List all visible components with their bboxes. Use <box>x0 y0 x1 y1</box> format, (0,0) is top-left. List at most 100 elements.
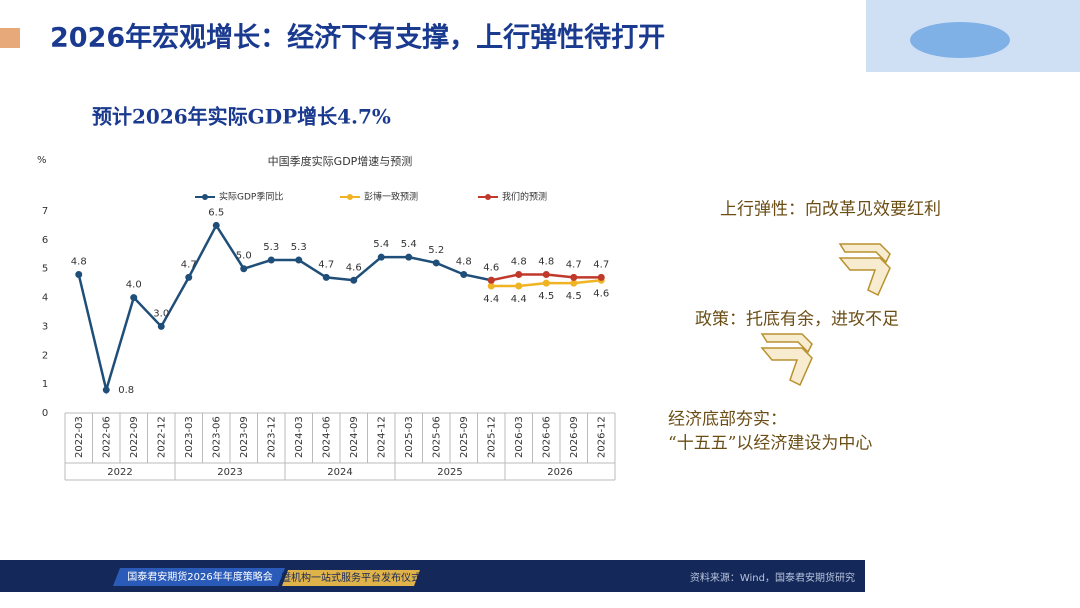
year-label: 2024 <box>327 467 352 478</box>
x-tick-label: 2022-06 <box>101 416 112 458</box>
point: 经济底部夯实： <box>668 410 787 430</box>
slide-title: 2026年宏观增长：经济下有支撑，上行弹性待打开 <box>50 22 665 54</box>
data-label: 4.8 <box>538 256 554 267</box>
data-point <box>185 273 193 281</box>
data-point <box>487 276 495 284</box>
x-tick-label: 2026-09 <box>569 416 580 458</box>
data-point <box>377 253 385 261</box>
data-label: 4.7 <box>318 259 334 270</box>
x-tick-label: 2023-06 <box>211 416 222 458</box>
data-point <box>405 253 413 261</box>
x-tick-label: 2025-12 <box>486 416 497 458</box>
data-point <box>240 265 248 273</box>
year-label: 2023 <box>217 467 242 478</box>
data-label: 4.5 <box>566 291 582 302</box>
point: “十五五”以经济建设为中心 <box>668 434 872 454</box>
data-point <box>295 256 303 264</box>
data-point <box>432 259 440 267</box>
x-tick-label: 2026-12 <box>596 416 607 458</box>
year-label: 2022 <box>107 467 132 478</box>
data-label: 4.5 <box>538 291 554 302</box>
x-tick-label: 2025-09 <box>459 416 470 458</box>
data-point <box>487 282 495 290</box>
header-image-shape <box>910 22 1010 58</box>
data-point <box>597 273 605 281</box>
data-label: 5.3 <box>291 242 307 253</box>
x-tick-label: 2022-03 <box>74 416 85 458</box>
data-label: 4.7 <box>593 259 609 270</box>
legend-marker <box>202 194 208 200</box>
y-tick-label: 5 <box>42 264 48 275</box>
y-axis-label: % <box>37 155 47 166</box>
data-point <box>460 270 468 278</box>
legend-label: 彭博一致预测 <box>364 191 418 203</box>
x-tick-label: 2026-03 <box>514 416 525 458</box>
data-point <box>350 276 358 284</box>
data-label: 5.4 <box>401 239 417 250</box>
footer-event: 国泰君安期货2026年年度策略会 <box>127 570 272 583</box>
data-label: 4.7 <box>566 259 582 270</box>
data-label: 5.4 <box>373 239 389 250</box>
y-tick-label: 2 <box>42 350 48 361</box>
legend-label: 实际GDP季同比 <box>219 191 283 203</box>
data-label: 5.3 <box>263 242 279 253</box>
data-label: 5.0 <box>236 251 252 262</box>
footer-tag <box>113 568 285 586</box>
footer-source: 资料来源：Wind，国泰君安期货研究 <box>690 571 855 584</box>
x-tick-label: 2024-12 <box>376 416 387 458</box>
x-tick-label: 2024-03 <box>294 416 305 458</box>
year-label: 2026 <box>547 467 572 478</box>
point: 政策：托底有余，进攻不足 <box>695 310 899 330</box>
data-point <box>212 221 220 229</box>
data-label: 4.8 <box>71 256 87 267</box>
data-label: 0.8 <box>118 385 134 396</box>
x-tick-label: 2025-06 <box>431 416 442 458</box>
x-tick-label: 2022-12 <box>156 416 167 458</box>
x-tick-label: 2023-09 <box>239 416 250 458</box>
data-label: 4.8 <box>511 256 527 267</box>
data-point <box>267 256 275 264</box>
y-tick-label: 1 <box>42 379 48 390</box>
x-tick-label: 2022-09 <box>129 416 140 458</box>
data-label: 6.5 <box>208 207 224 218</box>
data-point <box>515 270 523 278</box>
x-tick-label: 2024-06 <box>321 416 332 458</box>
data-point <box>542 270 550 278</box>
data-label: 3.0 <box>153 308 169 319</box>
data-point <box>322 273 330 281</box>
y-tick-label: 6 <box>42 235 48 246</box>
data-point <box>570 273 578 281</box>
data-label: 5.2 <box>428 245 444 256</box>
y-tick-label: 3 <box>42 321 48 332</box>
data-label: 4.8 <box>456 256 472 267</box>
series-line <box>77 222 492 395</box>
point: 上行弹性：向改革见效要红利 <box>720 200 941 220</box>
year-label: 2025 <box>437 467 462 478</box>
accent <box>0 28 20 48</box>
data-point <box>515 282 523 290</box>
data-label: 4.4 <box>483 294 499 305</box>
y-tick-label: 4 <box>42 293 48 304</box>
x-tick-label: 2023-12 <box>266 416 277 458</box>
data-label: 4.7 <box>181 259 197 270</box>
legend-label: 我们的预测 <box>502 191 547 203</box>
y-tick-label: 0 <box>42 408 48 419</box>
footer-tag <box>282 570 420 586</box>
data-label: 4.0 <box>126 280 142 291</box>
data-point <box>542 279 550 287</box>
arrow-icon <box>760 243 891 387</box>
data-point <box>102 386 110 394</box>
data-label: 4.6 <box>593 288 609 299</box>
data-point <box>570 279 578 287</box>
legend-marker <box>347 194 353 200</box>
chart-title: 中国季度实际GDP增速与预测 <box>268 154 413 168</box>
y-tick-label: 7 <box>42 206 48 217</box>
legend-marker <box>485 194 491 200</box>
subtitle: 预计2026年实际GDP增长4.7% <box>92 105 391 129</box>
x-tick-label: 2025-03 <box>404 416 415 458</box>
data-point <box>75 270 83 278</box>
data-label: 4.6 <box>483 262 499 273</box>
data-label: 4.6 <box>346 262 362 273</box>
x-tick-label: 2024-09 <box>349 416 360 458</box>
